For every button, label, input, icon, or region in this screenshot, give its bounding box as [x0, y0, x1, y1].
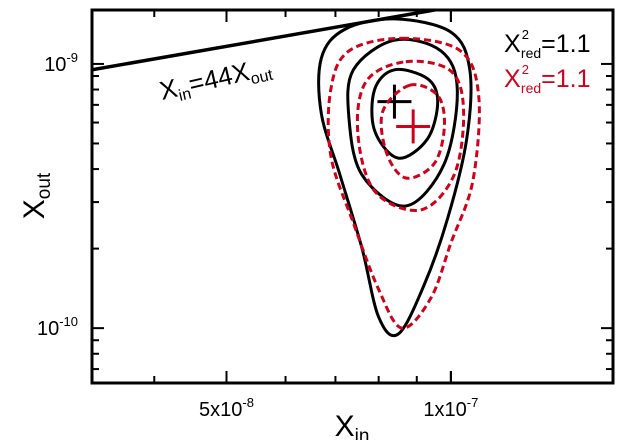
y-axis-label: Xout — [18, 172, 55, 219]
reference-line-label: Xin=44Xout — [157, 51, 276, 109]
plot-frame — [90, 8, 615, 385]
legend-entry-red: X2 red=1.1 — [504, 62, 591, 96]
axis-ticks — [92, 10, 613, 383]
red-contour-2 — [355, 59, 466, 212]
plot-marks — [92, 10, 481, 338]
red-best-fit-marker — [396, 109, 431, 144]
black-best-fit-marker — [377, 84, 412, 119]
black-contour-2 — [346, 37, 459, 208]
red-contour-1 — [379, 83, 446, 180]
y-tick-label: 10-9 — [44, 50, 78, 76]
y-tick-label: 10-10 — [37, 314, 78, 340]
x-tick-label: 1x10-7 — [423, 395, 478, 421]
x-axis-label: Xin — [335, 410, 370, 440]
black-contour-1 — [370, 67, 440, 160]
x-tick-label: 5x10-8 — [199, 395, 254, 421]
legend-entry-black: X2 red=1.1 — [504, 27, 591, 61]
red-contour-3 — [326, 36, 481, 330]
chart-texts: 5x10-8 1x10-7 10-9 10-10 Xin Xout Xin=44Xout X2… — [18, 27, 591, 440]
black-contour-3 — [317, 17, 473, 338]
